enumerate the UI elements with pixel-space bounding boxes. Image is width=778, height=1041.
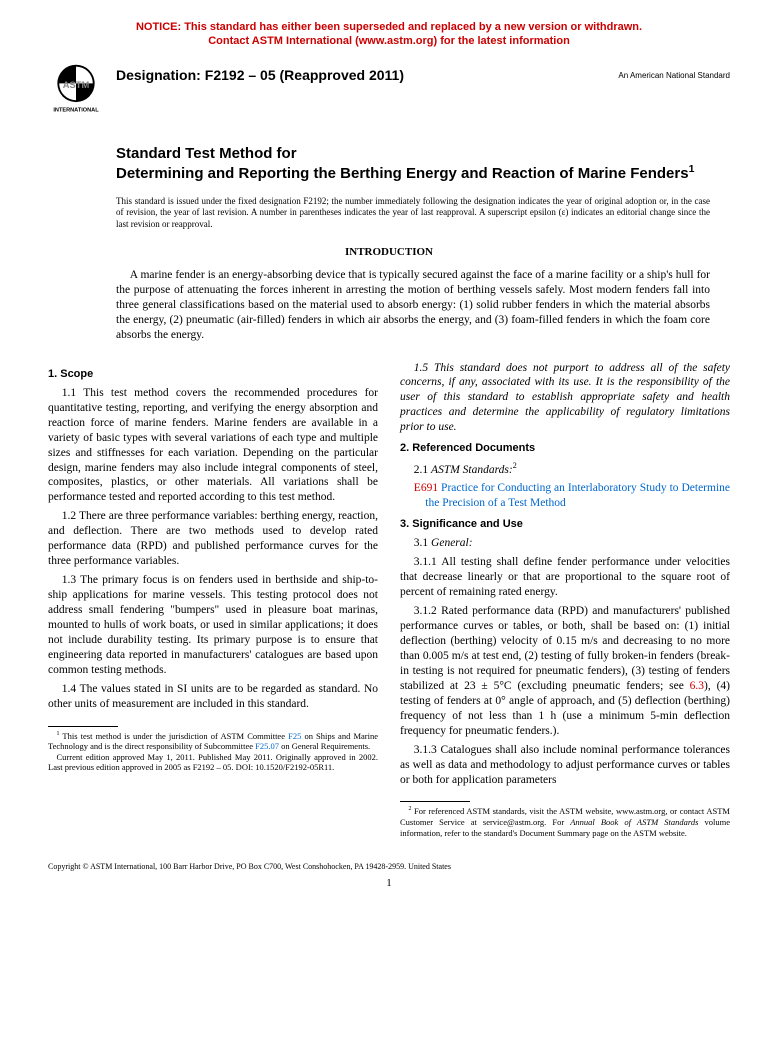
- astm-logo-icon: ASTM INTERNATIONAL: [48, 61, 104, 117]
- issuance-note: This standard is issued under the fixed …: [116, 196, 710, 230]
- title-main-text: Determining and Reporting the Berthing E…: [116, 165, 689, 182]
- notice-banner: NOTICE: This standard has either been su…: [48, 20, 730, 49]
- link-6-3[interactable]: 6.3: [690, 680, 704, 692]
- title-superscript: 1: [689, 163, 695, 175]
- para-2-1-ital: ASTM Standards:: [431, 463, 513, 475]
- fn1-link-f25[interactable]: F25: [288, 731, 301, 741]
- para-3-1-2: 3.1.2 Rated performance data (RPD) and m…: [400, 604, 730, 738]
- para-1-4: 1.4 The values stated in SI units are to…: [48, 682, 378, 712]
- para-3-1-ital: General:: [431, 537, 473, 549]
- title-block: Standard Test Method for Determining and…: [116, 145, 730, 185]
- introduction-heading: INTRODUCTION: [48, 246, 730, 258]
- ans-label: An American National Standard: [618, 61, 730, 80]
- fn2-ital: Annual Book of ASTM Standards: [570, 817, 698, 827]
- para-3-1-1: 3.1.1 All testing shall define fender pe…: [400, 555, 730, 600]
- para-3-1-pre: 3.1: [414, 537, 431, 549]
- notice-line-2: Contact ASTM International (www.astm.org…: [208, 35, 570, 47]
- copyright-line: Copyright © ASTM International, 100 Barr…: [48, 862, 730, 871]
- footnote-1: 1 This test method is under the jurisdic…: [48, 731, 378, 752]
- section-3-heading: 3. Significance and Use: [400, 517, 730, 531]
- designation-code: F2192 – 05 (Reapproved 2011): [205, 67, 404, 83]
- section-2-heading: 2. Referenced Documents: [400, 441, 730, 455]
- footnote-rule-right: [400, 801, 470, 802]
- svg-text:ASTM: ASTM: [63, 80, 90, 90]
- title-pre: Standard Test Method for: [116, 145, 730, 164]
- ref-e691: E691 Practice for Conducting an Interlab…: [400, 481, 730, 511]
- body-columns: 1. Scope 1.1 This test method covers the…: [48, 361, 730, 839]
- fn1-text-a: This test method is under the jurisdicti…: [59, 731, 288, 741]
- para-3-1-2-a: 3.1.2 Rated performance data (RPD) and m…: [400, 605, 730, 692]
- section-1-heading: 1. Scope: [48, 367, 378, 381]
- footnote-rule-left: [48, 726, 118, 727]
- para-3-1-3: 3.1.3 Catalogues shall also include nomi…: [400, 743, 730, 788]
- page-number: 1: [48, 877, 730, 889]
- title-main: Determining and Reporting the Berthing E…: [116, 163, 730, 184]
- column-left: 1. Scope 1.1 This test method covers the…: [48, 361, 378, 839]
- document-page: NOTICE: This standard has either been su…: [0, 0, 778, 919]
- para-3-1: 3.1 General:: [400, 536, 730, 551]
- header-row: ASTM INTERNATIONAL Designation: F2192 – …: [48, 61, 730, 117]
- introduction-paragraph: A marine fender is an energy-absorbing d…: [116, 268, 710, 343]
- fn1-link-f2507[interactable]: F25.07: [255, 741, 279, 751]
- fn1-text-c: on General Requirements.: [279, 741, 370, 751]
- logo-bottom-text: INTERNATIONAL: [53, 107, 99, 113]
- para-2-1-sup: 2: [513, 461, 517, 470]
- notice-line-1: NOTICE: This standard has either been su…: [136, 21, 642, 33]
- para-1-2: 1.2 There are three performance variable…: [48, 509, 378, 569]
- para-2-1: 2.1 ASTM Standards:2: [400, 461, 730, 478]
- designation-block: Designation: F2192 – 05 (Reapproved 2011…: [116, 61, 606, 85]
- column-right: 1.5 This standard does not purport to ad…: [400, 361, 730, 839]
- ref-code-link[interactable]: E691: [414, 482, 438, 494]
- para-2-1-pre: 2.1: [414, 463, 431, 475]
- para-1-1: 1.1 This test method covers the recommen…: [48, 386, 378, 506]
- para-1-3: 1.3 The primary focus is on fenders used…: [48, 573, 378, 678]
- para-1-5: 1.5 This standard does not purport to ad…: [400, 361, 730, 436]
- footnote-1-p2: Current edition approved May 1, 2011. Pu…: [48, 752, 378, 773]
- ref-title-link[interactable]: Practice for Conducting an Interlaborato…: [425, 482, 730, 509]
- footnote-2: 2 For referenced ASTM standards, visit t…: [400, 806, 730, 838]
- designation-label: Designation:: [116, 67, 201, 83]
